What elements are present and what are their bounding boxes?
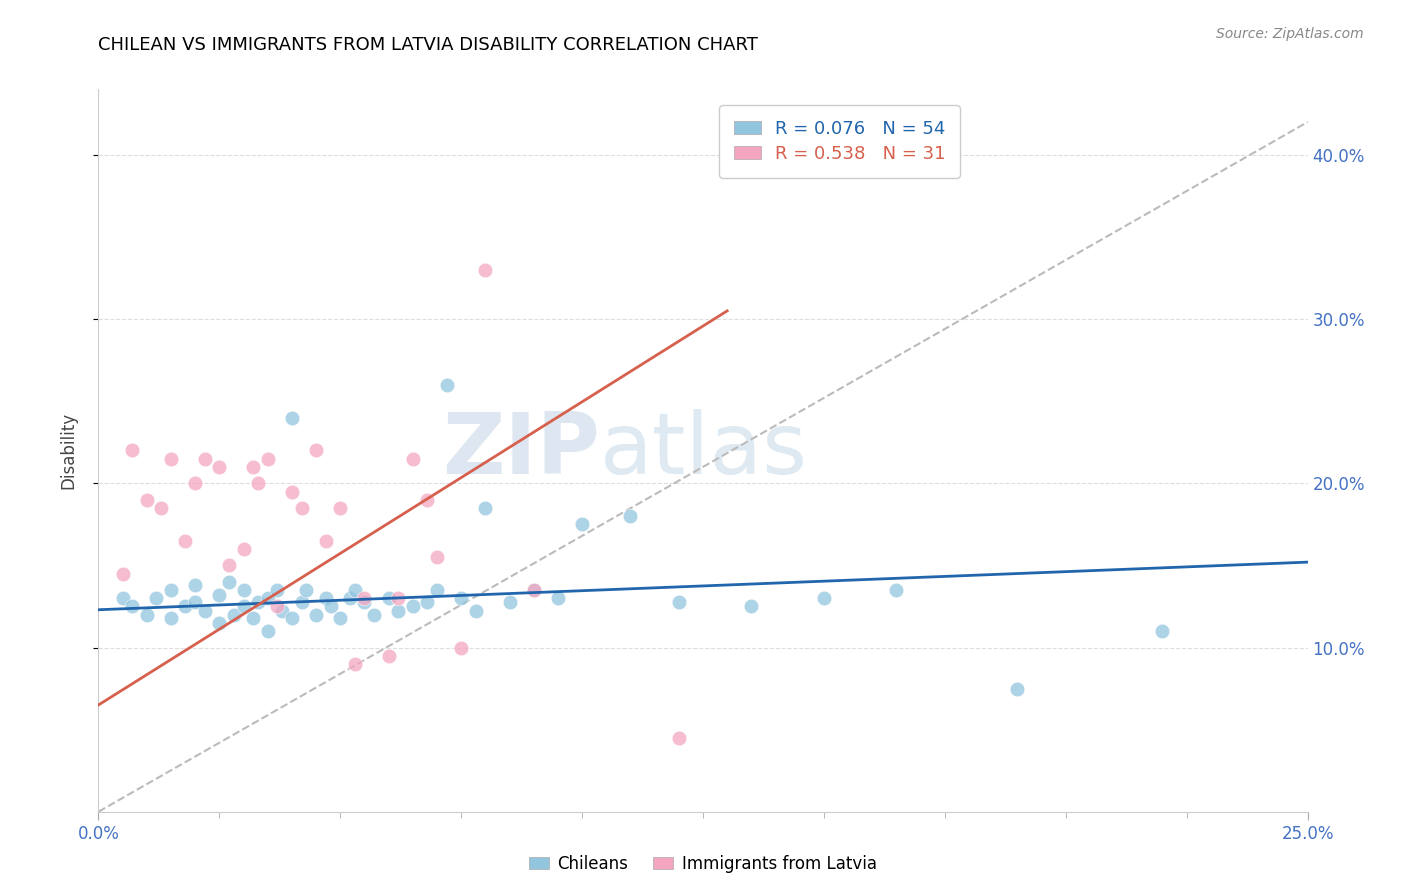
Point — [232, 599, 254, 614]
Point — [547, 591, 569, 606]
Point — [281, 410, 304, 425]
Point — [121, 443, 143, 458]
Point — [247, 594, 270, 608]
Point — [813, 591, 835, 606]
Point — [1152, 624, 1174, 639]
Point — [329, 500, 352, 515]
Point — [363, 607, 385, 622]
Point — [232, 541, 254, 556]
Point — [436, 377, 458, 392]
Point — [256, 451, 278, 466]
Point — [266, 582, 288, 597]
Point — [242, 459, 264, 474]
Point — [281, 611, 304, 625]
Point — [160, 582, 183, 597]
Point — [256, 591, 278, 606]
Point — [377, 648, 399, 663]
Point — [523, 582, 546, 597]
Point — [295, 582, 318, 597]
Y-axis label: Disability: Disability — [59, 412, 77, 489]
Point — [184, 578, 207, 592]
Point — [343, 657, 366, 671]
Point — [339, 591, 361, 606]
Point — [387, 604, 409, 618]
Point — [402, 451, 425, 466]
Point — [256, 624, 278, 639]
Point — [184, 476, 207, 491]
Point — [315, 533, 337, 548]
Point — [290, 500, 312, 515]
Point — [450, 640, 472, 655]
Text: ZIP: ZIP — [443, 409, 600, 492]
Point — [426, 550, 449, 565]
Point — [1007, 681, 1029, 696]
Point — [135, 492, 157, 507]
Point — [426, 582, 449, 597]
Point — [353, 594, 375, 608]
Point — [266, 599, 288, 614]
Point — [305, 443, 328, 458]
Point — [271, 604, 294, 618]
Point — [387, 591, 409, 606]
Point — [668, 594, 690, 608]
Legend: R = 0.076   N = 54, R = 0.538   N = 31: R = 0.076 N = 54, R = 0.538 N = 31 — [718, 105, 960, 178]
Point — [150, 500, 173, 515]
Point — [242, 611, 264, 625]
Point — [343, 582, 366, 597]
Point — [416, 492, 439, 507]
Point — [281, 484, 304, 499]
Point — [319, 599, 342, 614]
Point — [160, 451, 183, 466]
Point — [111, 591, 134, 606]
Point — [571, 517, 593, 532]
Point — [886, 582, 908, 597]
Point — [194, 451, 217, 466]
Point — [222, 607, 245, 622]
Point — [353, 591, 375, 606]
Point — [247, 476, 270, 491]
Point — [218, 574, 240, 589]
Point — [208, 588, 231, 602]
Point — [668, 731, 690, 745]
Point — [145, 591, 167, 606]
Point — [498, 594, 520, 608]
Point — [208, 615, 231, 630]
Point — [184, 594, 207, 608]
Point — [174, 599, 197, 614]
Point — [315, 591, 337, 606]
Point — [619, 509, 641, 524]
Point — [194, 604, 217, 618]
Point — [232, 582, 254, 597]
Point — [135, 607, 157, 622]
Point — [111, 566, 134, 581]
Point — [160, 611, 183, 625]
Point — [740, 599, 762, 614]
Text: atlas: atlas — [600, 409, 808, 492]
Point — [474, 262, 496, 277]
Point — [174, 533, 197, 548]
Point — [208, 459, 231, 474]
Point — [416, 594, 439, 608]
Text: Source: ZipAtlas.com: Source: ZipAtlas.com — [1216, 27, 1364, 41]
Point — [377, 591, 399, 606]
Point — [464, 604, 486, 618]
Legend: Chileans, Immigrants from Latvia: Chileans, Immigrants from Latvia — [523, 848, 883, 880]
Point — [329, 611, 352, 625]
Point — [450, 591, 472, 606]
Point — [218, 558, 240, 573]
Point — [121, 599, 143, 614]
Point — [474, 500, 496, 515]
Point — [523, 582, 546, 597]
Text: CHILEAN VS IMMIGRANTS FROM LATVIA DISABILITY CORRELATION CHART: CHILEAN VS IMMIGRANTS FROM LATVIA DISABI… — [98, 36, 758, 54]
Point — [290, 594, 312, 608]
Point — [305, 607, 328, 622]
Point — [402, 599, 425, 614]
